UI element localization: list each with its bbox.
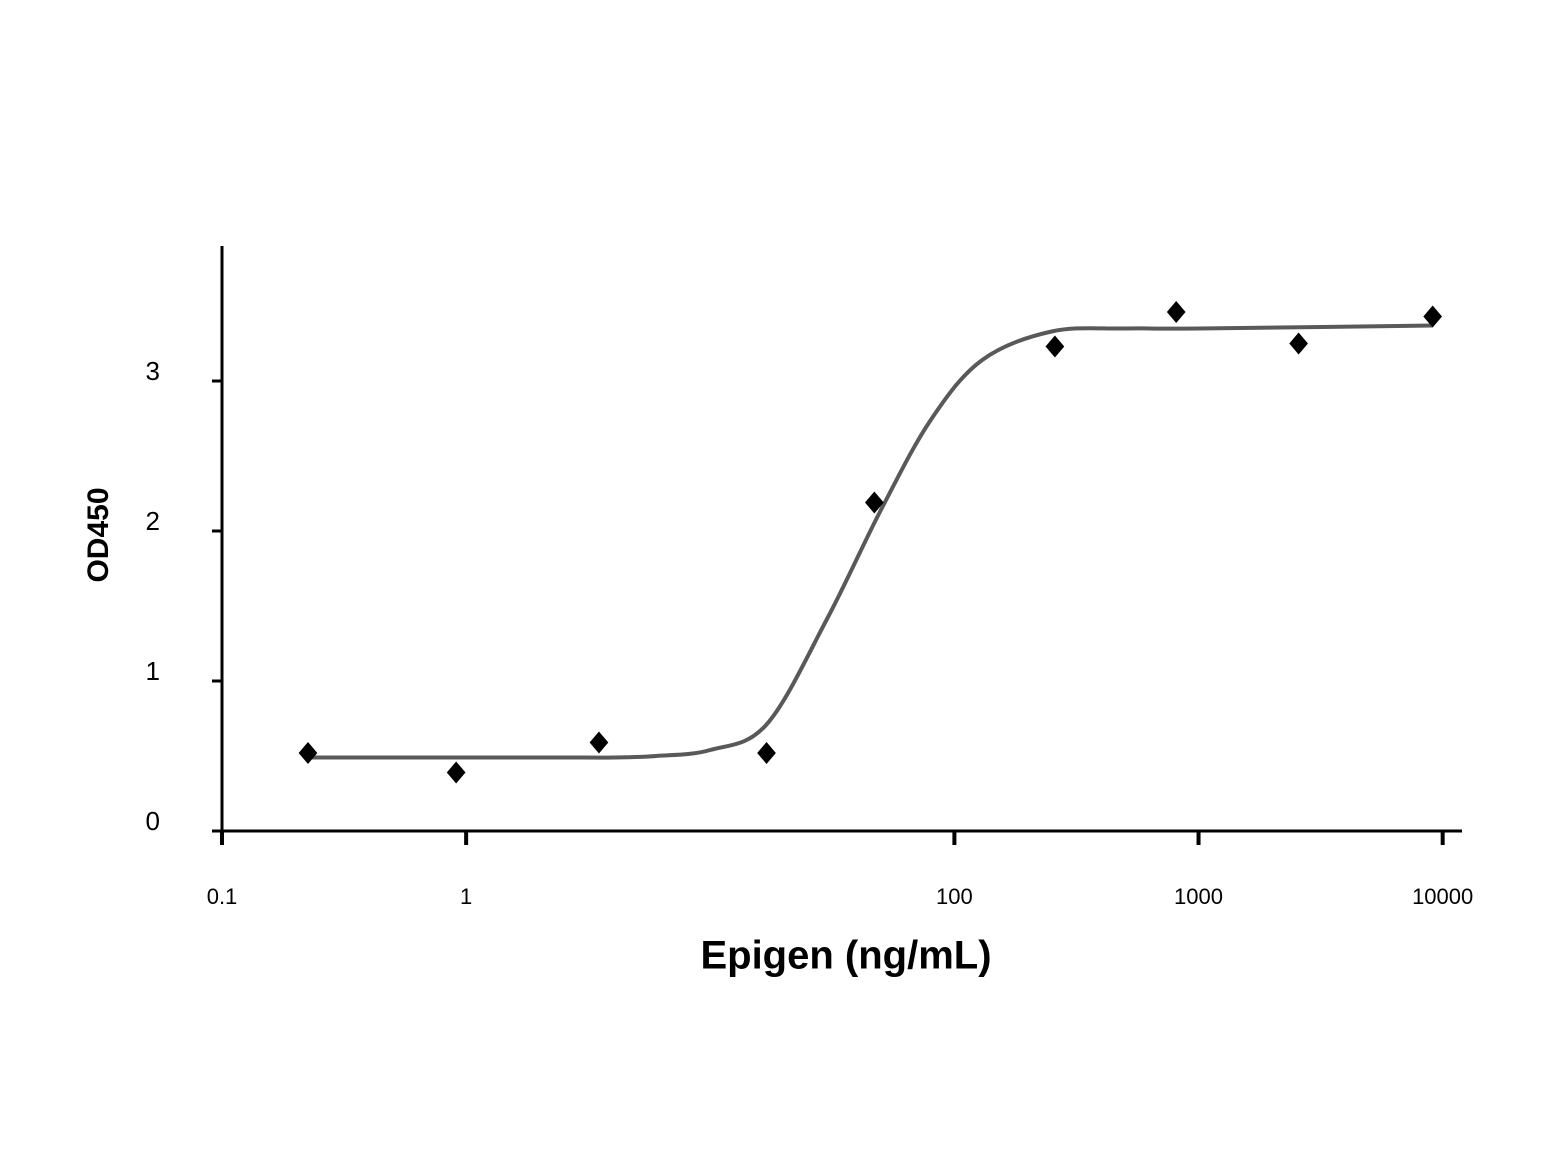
data-point: [1423, 305, 1443, 328]
data-point: [864, 491, 884, 514]
data-point: [446, 761, 466, 784]
x-tick-label: 1000: [1174, 884, 1223, 909]
x-tick-label: 1: [460, 884, 472, 909]
data-point: [1045, 335, 1065, 358]
y-tick-label: 1: [146, 656, 160, 686]
data-point: [1289, 332, 1308, 355]
data-point: [757, 742, 776, 764]
data-point: [298, 742, 318, 764]
fit-curve: [307, 323, 1433, 760]
x-axis-title: Epigen (ng/mL): [700, 934, 991, 978]
y-axis-title: OD450: [82, 487, 115, 582]
x-tick-label: 100: [936, 884, 973, 909]
data-point: [589, 731, 609, 754]
data-point: [1166, 301, 1186, 323]
y-tick-label: 2: [146, 506, 160, 536]
x-tick-label: 0.1: [207, 884, 238, 909]
y-tick-label: 0: [146, 806, 160, 836]
y-tick-label: 3: [146, 356, 160, 386]
x-tick-label: 10000: [1412, 884, 1473, 909]
